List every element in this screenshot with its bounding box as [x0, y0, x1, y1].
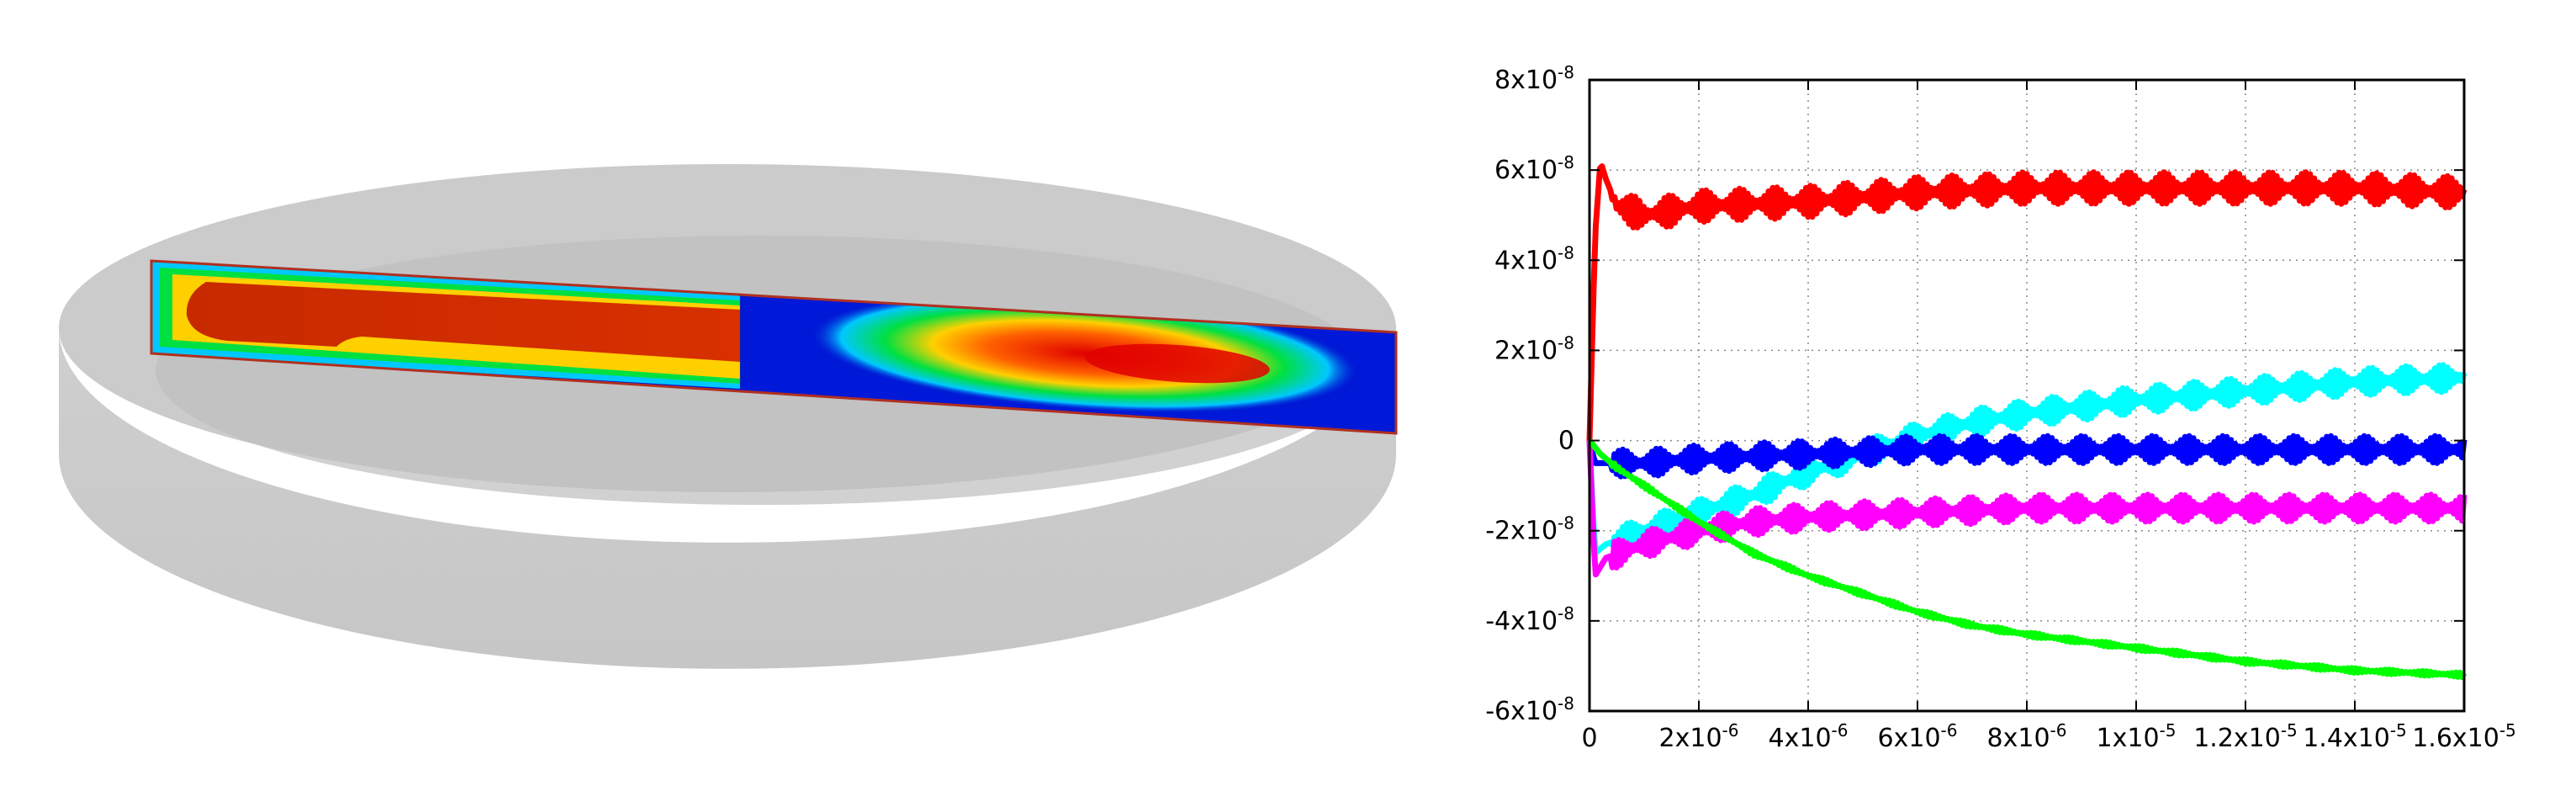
series-line [1586, 163, 2468, 441]
x-tick-label: 1x10-5 [2097, 720, 2177, 753]
series-layer [1586, 163, 2468, 681]
cylinder-scene [59, 164, 1398, 669]
series-line [1586, 433, 2468, 480]
x-tick-label: 8x10-6 [1987, 720, 2067, 753]
series-line [1586, 440, 2468, 578]
y-tick-label: -6x10-8 [1485, 693, 1574, 726]
y-tick-label: 2x10-8 [1494, 332, 1574, 365]
x-tick-label: 0 [1581, 724, 1597, 753]
grid-lines [1590, 80, 2464, 711]
x-tick-labels: 0 2x10-6 4x10-6 6x10-6 8x10-6 1x10-5 1.2x10-5 1… [1581, 720, 2515, 753]
x-tick-label: 4x10-6 [1769, 720, 1849, 753]
x-tick-label: 1.6x10-5 [2412, 720, 2516, 753]
series-line [1586, 362, 2468, 556]
temperature-slice [151, 261, 1396, 433]
slice-edge [150, 259, 1398, 435]
ticks [1589, 79, 2465, 712]
y-tick-labels: 8x10-8 6x10-8 4x10-8 2x10-8 0 -2x10-8 -4x10-8 -… [1485, 62, 1574, 726]
series-line [1587, 438, 2468, 681]
y-tick-label: 0 [1558, 427, 1574, 456]
y-tick-label: -4x10-8 [1485, 603, 1574, 636]
x-tick-label: 6x10-6 [1878, 720, 1958, 753]
cylinder-side [59, 328, 1396, 669]
y-tick-label: 4x10-8 [1494, 242, 1574, 275]
x-tick-label: 1.2x10-5 [2193, 720, 2298, 753]
x-tick-label: 2x10-6 [1659, 720, 1739, 753]
y-tick-label: -2x10-8 [1485, 513, 1574, 546]
x-tick-label: 1.4x10-5 [2303, 720, 2407, 753]
y-tick-label: 6x10-8 [1494, 152, 1574, 185]
y-tick-label: 8x10-8 [1494, 62, 1574, 95]
